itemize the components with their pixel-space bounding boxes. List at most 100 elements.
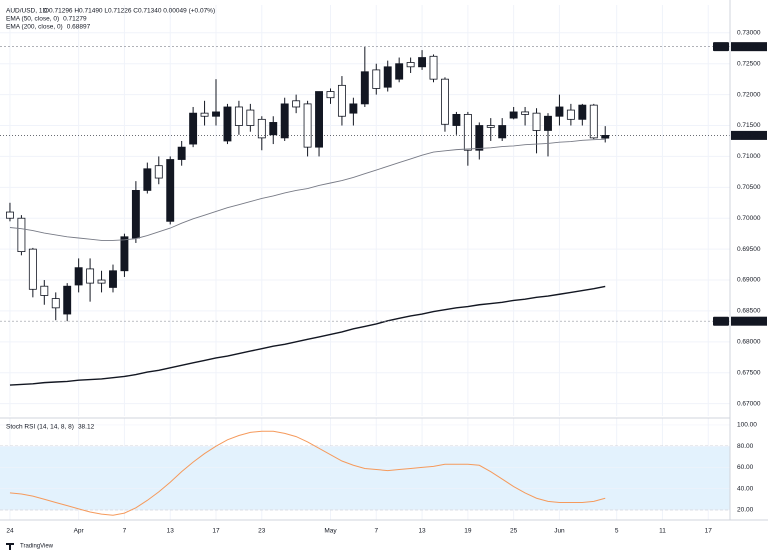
y-tick-label: 20.00 <box>737 507 754 514</box>
candle-body <box>303 103 312 148</box>
x-tick-label: 25 <box>510 528 518 535</box>
y-tick-label: 40.00 <box>737 485 754 492</box>
ohlc: O0.71296 H0.71490 L0.71226 C0.71340 0.00… <box>44 8 215 15</box>
brand: TradingView <box>20 544 54 550</box>
stoch-line <box>9 430 606 516</box>
candle-body <box>280 103 289 139</box>
candle-body <box>441 78 449 125</box>
legend-name: EMA (50, close, 0) <box>6 16 59 23</box>
candle-body <box>360 71 369 105</box>
candle-body <box>86 268 95 284</box>
legend-value: 0.71279 <box>63 16 87 23</box>
marker-label: High <box>715 44 726 50</box>
candle-body <box>544 115 552 131</box>
y-tick-label: 0.70000 <box>737 215 761 222</box>
x-tick-label: Apr <box>74 528 85 535</box>
y-tick-label: 80.00 <box>737 443 754 450</box>
x-tick-label: 11 <box>659 528 666 535</box>
marker-tag <box>713 42 729 52</box>
y-tick-label: 0.73000 <box>737 30 761 37</box>
legend-value: 0.68897 <box>67 24 91 31</box>
grid <box>0 5 730 520</box>
candle-body <box>51 298 60 309</box>
candle-body <box>429 55 438 80</box>
last-price-tag <box>731 130 767 140</box>
candle-body <box>74 267 83 286</box>
candle-body <box>326 91 335 99</box>
candle-body <box>578 104 587 120</box>
x-tick-label: 23 <box>258 528 266 535</box>
x-tick-label: 5 <box>615 528 619 535</box>
candle-body <box>212 111 220 117</box>
candle-body <box>28 248 37 290</box>
y-tick-label: 0.70500 <box>737 184 761 191</box>
legend-name: EMA (200, close, 0) <box>6 24 63 31</box>
candle-body <box>292 100 301 108</box>
candle-body <box>269 122 278 136</box>
last-price-label: 0.71340 <box>735 132 759 139</box>
candle-body <box>154 165 163 179</box>
brand-logo <box>6 543 14 550</box>
candle-body <box>63 285 72 315</box>
y-tick-label: 0.69500 <box>737 246 761 253</box>
y-tick-label: 60.00 <box>737 464 754 471</box>
candle-body <box>166 159 175 222</box>
y-tick-label: 0.69000 <box>737 277 761 284</box>
ema-line <box>9 138 606 241</box>
candle-body <box>566 109 575 120</box>
candle-body <box>509 111 518 119</box>
marker-tag <box>713 316 729 326</box>
candle-body <box>177 146 186 160</box>
y-tick-label: 0.68000 <box>737 339 761 346</box>
candle-body <box>372 69 381 89</box>
candle-body <box>486 125 495 128</box>
band <box>0 446 730 510</box>
candle-body <box>337 84 346 117</box>
candle-body <box>463 113 472 151</box>
x-tick-label: Jun <box>554 528 565 535</box>
candle-body <box>601 135 610 139</box>
x-tick-label: 7 <box>123 528 127 535</box>
candle-body <box>234 106 243 126</box>
y-tick-label: 0.68500 <box>737 308 761 315</box>
price-tag-label: 0.72776 <box>735 43 759 50</box>
y-tick-label: 0.71000 <box>737 153 761 160</box>
y-tick-label: 100.00 <box>737 422 757 429</box>
price-tag <box>731 42 767 52</box>
candle-body <box>6 211 14 219</box>
candle-body <box>532 112 541 131</box>
candle-body <box>418 57 427 68</box>
candle-body <box>555 106 564 117</box>
marker-label: Low <box>716 319 726 325</box>
candle-body <box>131 190 140 239</box>
candle-body <box>257 118 266 139</box>
candle-body <box>189 112 198 145</box>
y-tick-label: 0.67000 <box>737 400 761 407</box>
x-tick-label: 13 <box>418 528 426 535</box>
ema-line <box>9 285 606 386</box>
x-tick-label: 24 <box>6 528 14 535</box>
candle-body <box>475 125 484 151</box>
candle-body <box>246 109 255 126</box>
candle-body <box>498 125 507 139</box>
y-tick-label: 0.72500 <box>737 60 761 67</box>
candle-body <box>109 270 117 288</box>
y-tick-label: 0.72000 <box>737 91 761 98</box>
x-tick-label: 13 <box>167 528 175 535</box>
candle-body <box>452 113 461 126</box>
x-tick-label: 17 <box>212 528 220 535</box>
symbol: AUD/USD, 1D <box>6 8 47 15</box>
candle-body <box>40 285 49 296</box>
candle-body <box>521 111 530 115</box>
candle-body <box>406 62 415 68</box>
candle-body <box>395 63 404 80</box>
candle-body <box>200 112 209 117</box>
y-tick-label: 0.67500 <box>737 369 761 376</box>
legend-value: 38.12 <box>78 424 95 431</box>
x-tick-label: 17 <box>705 528 713 535</box>
x-tick-label: May <box>324 528 337 535</box>
candle-body <box>120 236 129 272</box>
y-tick-label: 0.71500 <box>737 122 761 129</box>
candle-body <box>589 104 598 139</box>
